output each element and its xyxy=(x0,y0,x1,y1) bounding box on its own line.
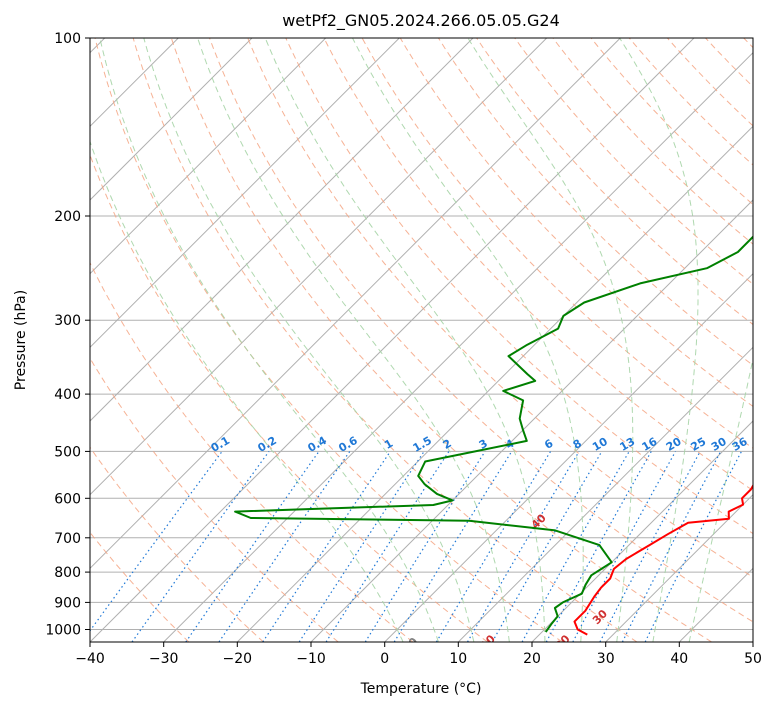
plot-frame xyxy=(89,37,754,643)
dry-adiabat-line xyxy=(361,38,753,449)
dry-adiabat-line xyxy=(628,38,753,166)
x-tick-label: 20 xyxy=(523,651,541,667)
profile-lines xyxy=(234,235,753,636)
x-tick-label: −30 xyxy=(149,651,179,667)
y-tick-label: 500 xyxy=(54,444,81,460)
dry-adiabat-line xyxy=(247,38,753,578)
isotherm-line xyxy=(457,346,753,642)
y-tick-label: 900 xyxy=(54,595,81,611)
mixing-ratio-line xyxy=(572,451,677,642)
dry-adiabat-label: 30 xyxy=(590,607,610,627)
x-axis: −40 −30 −20 −10 0 10 20 30 40 50 xyxy=(75,642,762,667)
isotherm-line xyxy=(531,420,753,642)
y-tick-label: 600 xyxy=(54,491,81,507)
dry-adiabat-line xyxy=(323,38,753,492)
isotherm-line xyxy=(90,38,621,570)
x-tick-label: 50 xyxy=(744,651,762,667)
temperature-profile xyxy=(573,483,753,636)
chart-title: wetPf2_GN05.2024.266.05.05.G24 xyxy=(282,11,560,31)
y-tick-label: 1000 xyxy=(45,623,81,639)
mixing-ratio-line xyxy=(521,451,630,642)
mixing-ratio-line xyxy=(262,451,391,642)
dry-adiabat-label: 10 xyxy=(478,632,498,652)
isotherm-line xyxy=(90,38,400,349)
y-axis: 100 200 300 400 500 600 700 800 900 1000 xyxy=(45,31,90,639)
moist-adiabat-line xyxy=(619,38,699,642)
adiabat-labels: 0.10.20.40.611.52346810131620253036-100-… xyxy=(209,434,750,652)
isotherm-line xyxy=(236,125,753,642)
mixing-ratio-line xyxy=(435,451,552,642)
dry-adiabat-line xyxy=(170,38,712,642)
moist-adiabat-line xyxy=(143,38,475,642)
x-axis-title: Temperature (°C) xyxy=(360,681,482,697)
dry-adiabat-label: 0 xyxy=(406,635,421,650)
isotherm-line xyxy=(90,38,327,275)
dry-adiabat-line xyxy=(476,38,753,326)
x-tick-label: −40 xyxy=(75,651,105,667)
mixing-ratio-line xyxy=(90,451,223,632)
isotherm-line xyxy=(384,272,753,642)
dry-adiabat-line xyxy=(705,38,753,88)
y-tick-label: 200 xyxy=(54,209,81,225)
mixing-ratio-label: 2 xyxy=(441,437,454,452)
mixing-ratio-line xyxy=(393,451,513,642)
isotherm-line xyxy=(605,493,753,642)
x-tick-label: 0 xyxy=(380,651,389,667)
dry-adiabat-line xyxy=(399,38,753,408)
y-tick-label: 700 xyxy=(54,531,81,547)
moist-adiabat-line xyxy=(99,38,439,642)
background-lines xyxy=(90,38,753,642)
mixing-ratio-line xyxy=(298,451,425,642)
mixing-ratio-line xyxy=(599,451,701,642)
mixing-ratio-line xyxy=(131,451,270,642)
mixing-ratio-line xyxy=(364,451,486,642)
mixing-ratio-line xyxy=(325,451,450,642)
isotherm-line xyxy=(163,51,753,642)
dry-adiabat-label: 20 xyxy=(553,632,573,652)
isotherm-line xyxy=(90,38,548,496)
mixing-ratio-label: 6 xyxy=(542,437,555,452)
dry-adiabat-line xyxy=(514,38,753,285)
y-tick-label: 800 xyxy=(54,565,81,581)
x-tick-label: 10 xyxy=(449,651,467,667)
x-tick-label: −10 xyxy=(296,651,326,667)
dry-adiabat-line xyxy=(90,357,339,642)
isotherm-line xyxy=(90,38,695,642)
dry-adiabat-line xyxy=(667,38,753,127)
mixing-ratio-line xyxy=(644,451,743,642)
mixing-ratio-line xyxy=(218,451,351,642)
moist-adiabat-line xyxy=(197,38,510,642)
dry-adiabat-line xyxy=(552,38,753,245)
isotherm-line xyxy=(678,567,753,642)
moist-adiabat-line xyxy=(264,38,546,642)
x-tick-label: 40 xyxy=(670,651,688,667)
y-tick-label: 100 xyxy=(54,31,81,47)
moist-adiabat-line xyxy=(467,38,634,642)
mixing-ratio-line xyxy=(185,451,320,642)
y-tick-label: 300 xyxy=(54,313,81,329)
x-tick-label: 30 xyxy=(597,651,615,667)
isotherm-line xyxy=(752,641,753,642)
y-axis-title: Pressure (hPa) xyxy=(13,290,29,390)
moist-adiabat-line xyxy=(90,139,404,642)
y-tick-label: 400 xyxy=(54,387,81,403)
dry-adiabat-line xyxy=(90,261,414,642)
dewpoint-profile xyxy=(234,235,753,633)
isotherm-line xyxy=(90,38,474,422)
mixing-ratio-line xyxy=(545,451,652,642)
dry-adiabat-line xyxy=(437,38,753,366)
x-tick-label: −20 xyxy=(223,651,253,667)
dry-adiabat-line xyxy=(743,38,753,49)
dry-adiabat-line xyxy=(590,38,753,206)
dry-adiabat-line xyxy=(90,153,488,642)
isotherm-line xyxy=(90,38,253,201)
moist-adiabat-line xyxy=(352,38,584,642)
dry-adiabat-line xyxy=(90,446,264,642)
dry-adiabat-line xyxy=(209,38,753,623)
moist-adiabat-line xyxy=(688,356,753,642)
mixing-ratio-line xyxy=(466,451,580,642)
dry-adiabat-line xyxy=(132,38,638,642)
